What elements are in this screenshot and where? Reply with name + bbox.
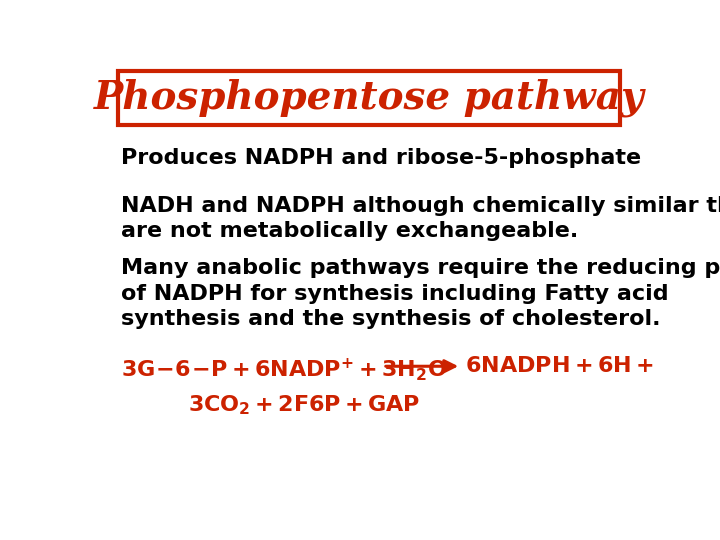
Text: Produces NADPH and ribose-5-phosphate: Produces NADPH and ribose-5-phosphate xyxy=(121,148,641,168)
FancyBboxPatch shape xyxy=(118,71,620,125)
Text: Many anabolic pathways require the reducing power
of NADPH for synthesis includi: Many anabolic pathways require the reduc… xyxy=(121,258,720,329)
Text: NADH and NADPH although chemically similar they
are not metabolically exchangeab: NADH and NADPH although chemically simil… xyxy=(121,196,720,241)
Text: $\mathbf{3CO_2 + 2F6P + GAP}$: $\mathbf{3CO_2 + 2F6P + GAP}$ xyxy=(188,393,420,417)
Text: Phosphopentose pathway: Phosphopentose pathway xyxy=(94,79,644,117)
Text: $\mathbf{6NADPH + 6H+}$: $\mathbf{6NADPH + 6H+}$ xyxy=(465,356,654,376)
Text: $\mathbf{3G\!-\!6\!-\!P + 6NADP^{+} + 3H_2O}$: $\mathbf{3G\!-\!6\!-\!P + 6NADP^{+} + 3H… xyxy=(121,356,446,383)
